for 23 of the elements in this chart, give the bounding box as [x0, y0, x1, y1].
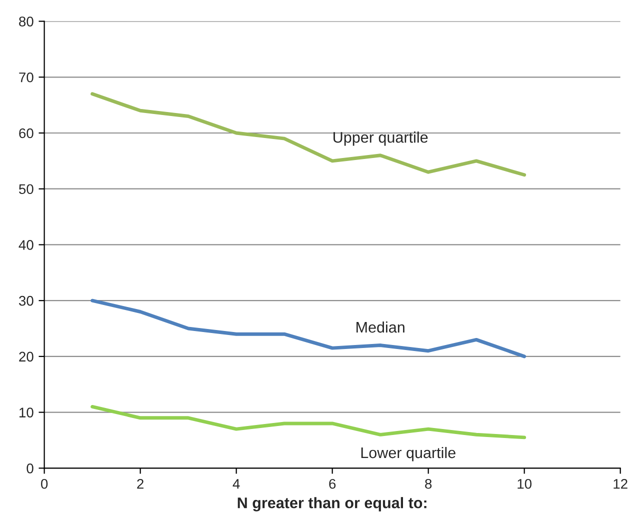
y-tick-label: 30: [18, 296, 34, 306]
x-tick-label: 12: [614, 478, 628, 489]
y-tick-label: 10: [20, 408, 34, 418]
y-tick-label: 60: [19, 128, 34, 138]
x-tick-label: 2: [137, 478, 144, 489]
y-tick-label: 50: [19, 184, 34, 194]
x-tick-label: 0: [40, 478, 48, 489]
x-tick-label: 6: [329, 478, 336, 489]
y-tick-label: 0: [26, 463, 34, 474]
series-label: Median: [356, 321, 404, 333]
x-tick-label: 10: [518, 478, 532, 489]
y-tick-label: 20: [19, 352, 34, 362]
line-series: [90, 298, 526, 358]
y-tick-label: 40: [18, 240, 34, 250]
x-tick-label: 8: [425, 478, 432, 489]
y-tick-label: 80: [19, 16, 34, 26]
x-tick-label: 4: [232, 479, 240, 489]
series-label: Lower quartile: [361, 446, 456, 462]
line-series: [90, 404, 526, 440]
y-tick-label: 70: [19, 72, 34, 82]
line-series: [90, 92, 526, 177]
x-axis-title: N greater than or equal to:: [238, 497, 426, 512]
series-label: Upper quartile: [334, 132, 428, 146]
